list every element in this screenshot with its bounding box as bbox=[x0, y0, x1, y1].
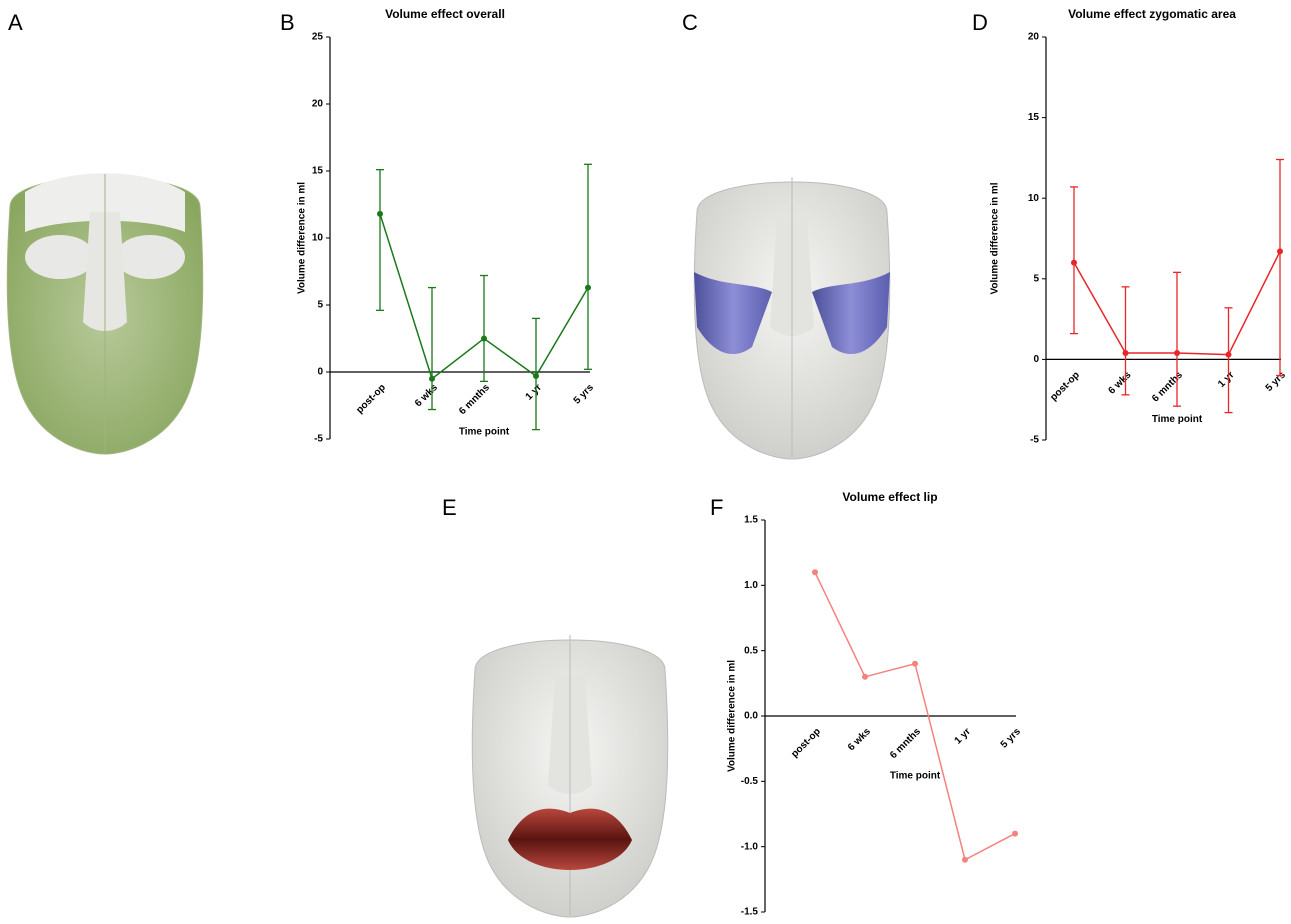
data-point bbox=[585, 285, 591, 291]
x-tick-label: 6 wks bbox=[846, 726, 873, 753]
y-tick-label: 10 bbox=[1028, 193, 1040, 204]
data-point bbox=[1012, 831, 1018, 837]
y-tick-label: 0.0 bbox=[744, 711, 758, 722]
chart-title: Volume effect lip bbox=[842, 490, 937, 504]
x-tick-label: post-op bbox=[354, 382, 388, 416]
y-tick-label: -0.5 bbox=[741, 776, 759, 787]
face-red bbox=[472, 635, 668, 917]
y-tick-label: 0 bbox=[317, 367, 323, 378]
face-green bbox=[7, 173, 203, 454]
x-tick-label: 5 yrs bbox=[999, 726, 1024, 751]
chart-title: Volume effect overall bbox=[385, 7, 505, 21]
x-tick-label: 6 mnths bbox=[1150, 369, 1185, 404]
x-axis-label: Time point bbox=[1152, 414, 1203, 425]
data-point bbox=[1226, 352, 1232, 358]
y-axis-label: Volume difference in ml bbox=[297, 182, 308, 294]
data-point bbox=[862, 674, 868, 680]
y-tick-label: 0 bbox=[1033, 354, 1039, 365]
data-point bbox=[533, 373, 539, 379]
y-tick-label: 5 bbox=[1033, 273, 1039, 284]
data-point bbox=[1071, 260, 1077, 266]
x-axis-label: Time point bbox=[459, 427, 510, 438]
data-point bbox=[962, 857, 968, 863]
x-tick-label: post-op bbox=[1048, 370, 1082, 404]
y-tick-label: 20 bbox=[312, 99, 324, 110]
face-blue bbox=[694, 177, 890, 459]
x-tick-label: 1 yr bbox=[953, 726, 973, 746]
x-tick-label: 6 mnths bbox=[457, 382, 492, 417]
figure: A B C D E F Volume effect overall -5 0 5 10 15 20 25 V… bbox=[0, 0, 1291, 919]
y-axis-label: Volume difference in ml bbox=[727, 660, 738, 772]
panel-label: C bbox=[682, 10, 698, 35]
y-tick-label: -5 bbox=[314, 434, 323, 445]
data-point bbox=[812, 569, 818, 575]
data-point bbox=[912, 661, 918, 667]
y-tick-label: 15 bbox=[312, 166, 324, 177]
y-tick-label: 15 bbox=[1028, 112, 1040, 123]
x-tick-label: 6 mnths bbox=[888, 726, 923, 761]
chart-title: Volume effect zygomatic area bbox=[1068, 7, 1236, 21]
y-tick-label: 25 bbox=[312, 32, 324, 43]
y-axis-label: Volume difference in ml bbox=[990, 182, 1001, 294]
panel-label: B bbox=[280, 10, 295, 35]
x-tick-label: 5 yrs bbox=[1264, 369, 1289, 394]
x-tick-label: 6 wks bbox=[413, 382, 440, 409]
y-tick-label: 0.5 bbox=[744, 645, 758, 656]
panel-label: F bbox=[710, 495, 723, 520]
y-tick-label: 20 bbox=[1028, 32, 1040, 43]
data-point bbox=[1174, 350, 1180, 356]
y-tick-label: 1.0 bbox=[744, 580, 758, 591]
x-tick-label: 1 yr bbox=[1216, 370, 1236, 390]
x-tick-label: post-op bbox=[789, 726, 823, 760]
panel-label: D bbox=[972, 10, 988, 35]
data-point bbox=[429, 376, 435, 382]
data-point bbox=[1277, 248, 1283, 254]
panel-label: A bbox=[8, 10, 23, 35]
y-tick-label: -1.0 bbox=[741, 841, 759, 852]
data-point bbox=[481, 336, 487, 342]
panel-label: E bbox=[442, 495, 457, 520]
x-tick-label: 5 yrs bbox=[572, 382, 597, 407]
y-tick-label: 1.5 bbox=[744, 515, 758, 526]
x-tick-label: 1 yr bbox=[524, 382, 544, 402]
y-tick-label: -1.5 bbox=[741, 907, 759, 918]
page: A B C D E F Volume effect overall -5 0 5 10 15 20 25 V… bbox=[0, 0, 1291, 924]
x-tick-label: 6 wks bbox=[1106, 369, 1133, 396]
y-tick-label: 10 bbox=[312, 233, 324, 244]
y-tick-label: -5 bbox=[1030, 435, 1039, 446]
x-axis-label: Time point bbox=[890, 771, 941, 782]
data-point bbox=[377, 211, 383, 217]
y-tick-label: 5 bbox=[317, 300, 323, 311]
data-point bbox=[1123, 350, 1129, 356]
